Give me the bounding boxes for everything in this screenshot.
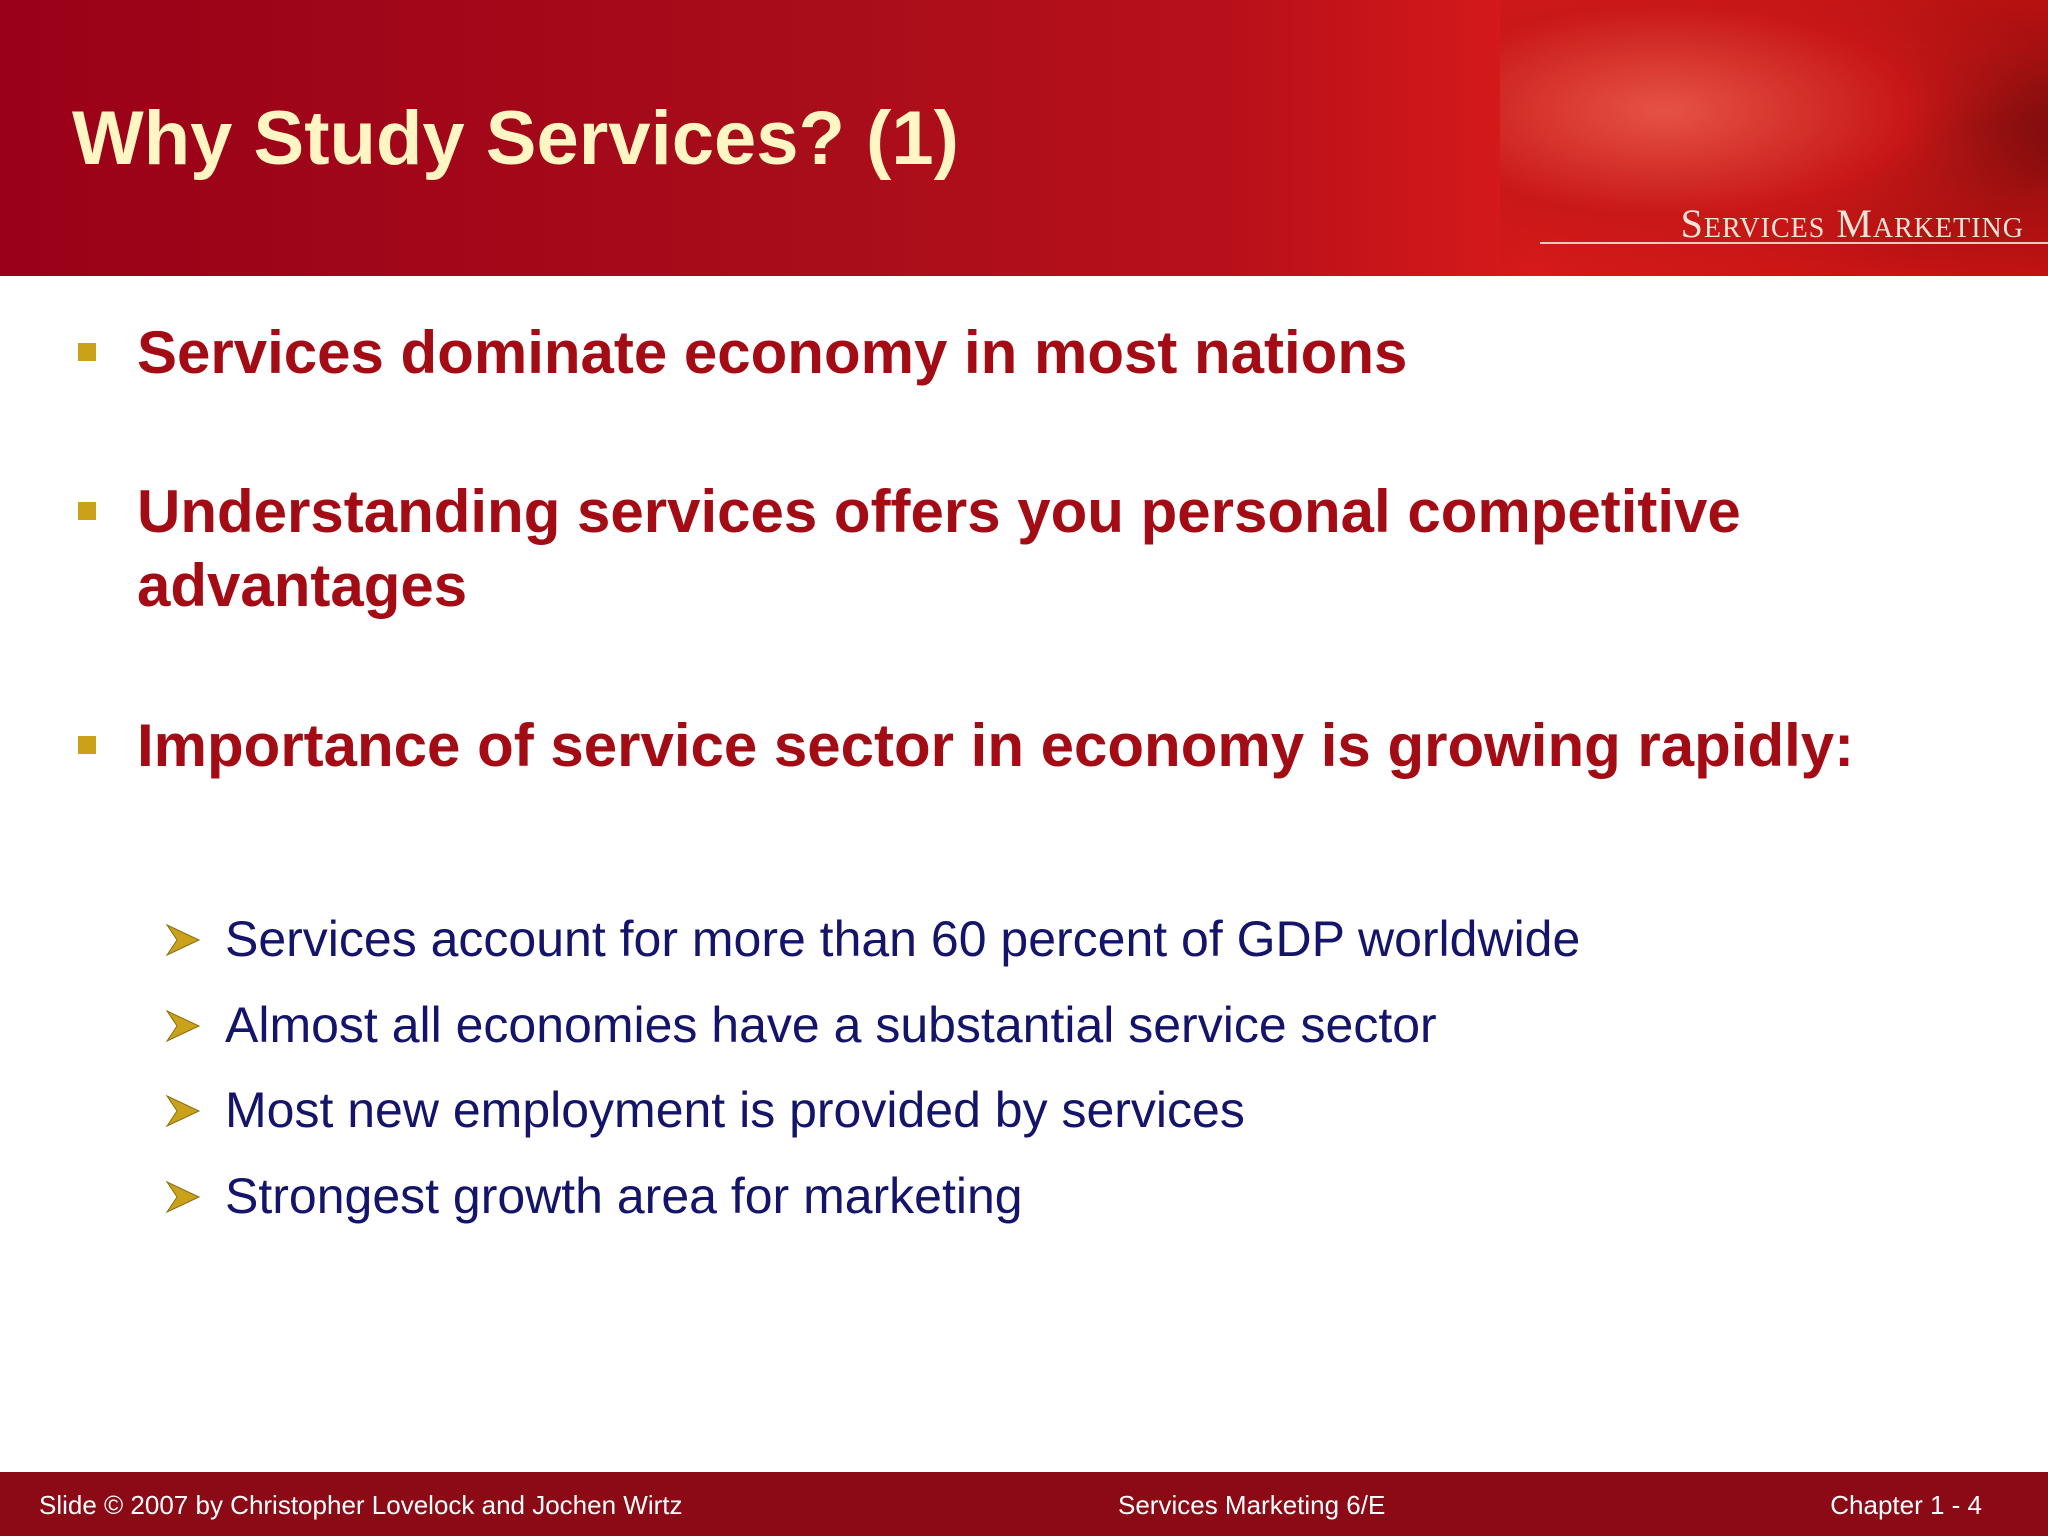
bullet-square bbox=[78, 343, 96, 361]
bullet: Importance of service sector in economy … bbox=[137, 712, 1855, 779]
sub-bullet: Most new employment is provided by servi… bbox=[225, 1082, 1245, 1138]
bullet: Services dominate economy in most nation… bbox=[137, 319, 1408, 386]
header: Why Study Services? (1) Services Marketi… bbox=[0, 0, 2048, 276]
header-photo bbox=[1500, 0, 2048, 276]
arrow-bullet bbox=[165, 1009, 201, 1043]
logo: Services Marketing bbox=[1680, 201, 2024, 246]
bullet-square bbox=[78, 502, 96, 520]
arrow-bullet bbox=[165, 923, 201, 957]
bullet-square bbox=[78, 736, 96, 754]
sub-bullet: Strongest growth area for marketing bbox=[225, 1168, 1023, 1224]
sub-bullet: Almost all economies have a substantial … bbox=[225, 997, 1437, 1053]
arrow-bullet bbox=[165, 1180, 201, 1214]
footer-center: Services Marketing 6/E bbox=[1118, 1490, 1386, 1520]
logo-rule bbox=[1540, 242, 2048, 244]
footer: Slide © 2007 by Christopher Lovelock and… bbox=[0, 1472, 2048, 1536]
bullet: Understanding services offers you person… bbox=[137, 478, 1741, 619]
slide-title: Why Study Services? (1) bbox=[72, 96, 959, 181]
footer-left: Slide © 2007 by Christopher Lovelock and… bbox=[39, 1490, 683, 1520]
arrow-bullet bbox=[165, 1094, 201, 1128]
footer-right: Chapter 1 - 4 bbox=[1830, 1490, 1982, 1520]
sub-bullet: Services account for more than 60 percen… bbox=[225, 911, 1581, 967]
